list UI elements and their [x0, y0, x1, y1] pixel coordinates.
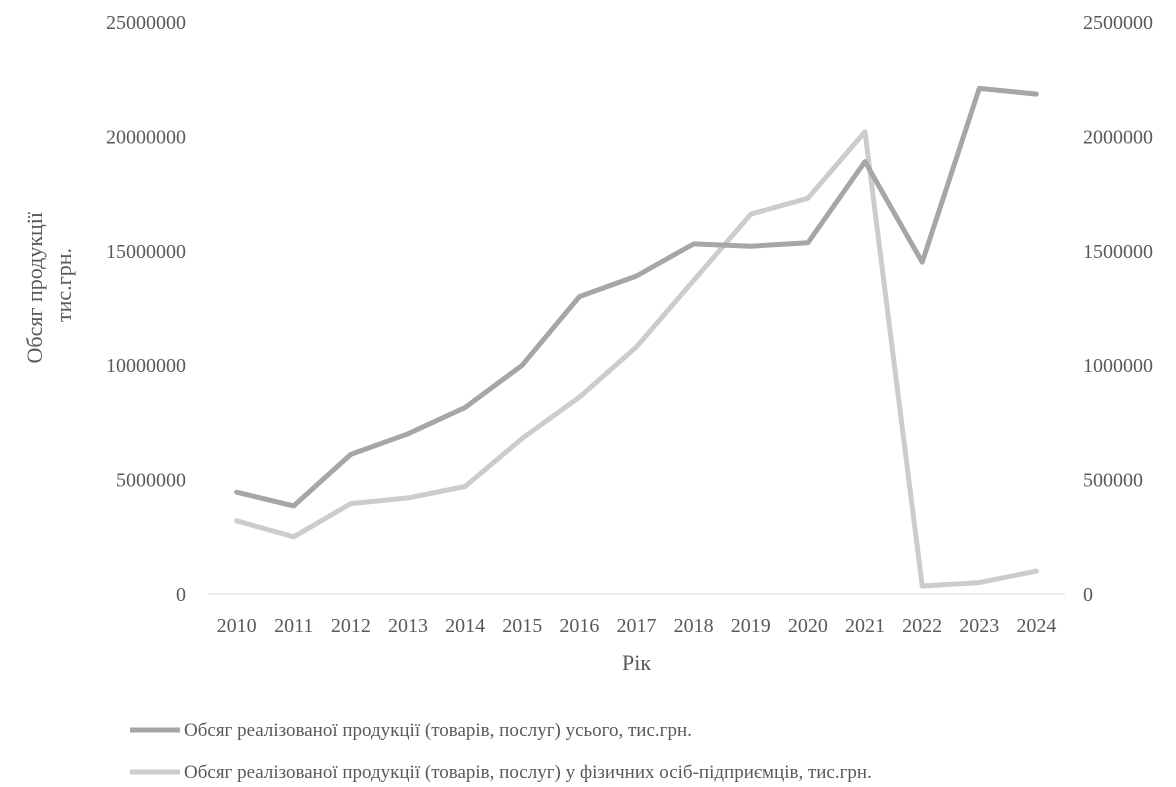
y-axis-right-ticks: 0 500000 1000000 1500000 2000000 2500000 — [1083, 12, 1153, 606]
x-tick-label: 2023 — [959, 615, 999, 637]
x-axis-title: Рік — [622, 650, 651, 675]
y-axis-title-line-1: Обсяг продукції — [22, 211, 47, 363]
y-tick-label: 20000000 — [106, 126, 186, 148]
y-tick-label: 10000000 — [106, 355, 186, 377]
y2-tick-label: 500000 — [1083, 470, 1143, 492]
x-tick-label: 2011 — [274, 615, 313, 637]
legend-label-fop: Обсяг реалізованої продукції (товарів, п… — [184, 762, 872, 783]
x-tick-label: 2017 — [617, 615, 657, 637]
y-tick-label: 25000000 — [106, 12, 186, 34]
series-line-total — [234, 85, 1039, 509]
series-lines — [234, 85, 1039, 589]
x-tick-label: 2018 — [674, 615, 714, 637]
y-axis-left-ticks: 0 5000000 10000000 15000000 20000000 25000000 — [106, 12, 186, 606]
x-axis-ticks: 2010 2011 2012 2013 2014 2015 2016 2017 2018 2019… — [217, 615, 1057, 637]
y-tick-label: 0 — [176, 584, 186, 606]
x-tick-label: 2015 — [502, 615, 542, 637]
x-tick-label: 2020 — [788, 615, 828, 637]
y2-tick-label: 1000000 — [1083, 355, 1153, 377]
series-line-fop — [234, 129, 1039, 589]
x-tick-label: 2013 — [388, 615, 428, 637]
y2-tick-label: 2500000 — [1083, 12, 1153, 34]
x-tick-label: 2024 — [1016, 615, 1056, 637]
x-tick-label: 2010 — [217, 615, 257, 637]
y2-tick-label: 0 — [1083, 584, 1093, 606]
x-tick-label: 2014 — [445, 615, 485, 637]
legend-item-fop: Обсяг реалізованої продукції (товарів, п… — [130, 762, 872, 783]
x-tick-label: 2022 — [902, 615, 942, 637]
x-tick-label: 2019 — [731, 615, 771, 637]
y-axis-title-line-2: тис.грн. — [51, 248, 76, 322]
legend-item-total: Обсяг реалізованої продукції (товарів, п… — [130, 720, 692, 741]
y2-tick-label: 1500000 — [1083, 241, 1153, 263]
y-tick-label: 5000000 — [116, 470, 186, 492]
legend: Обсяг реалізованої продукції (товарів, п… — [130, 720, 872, 783]
y2-tick-label: 2000000 — [1083, 126, 1153, 148]
y-axis-title: Обсяг продукції тис.грн. — [22, 206, 76, 363]
x-tick-label: 2012 — [331, 615, 371, 637]
y-tick-label: 15000000 — [106, 241, 186, 263]
x-tick-label: 2016 — [559, 615, 599, 637]
legend-label-total: Обсяг реалізованої продукції (товарів, п… — [184, 720, 692, 741]
x-tick-label: 2021 — [845, 615, 885, 637]
